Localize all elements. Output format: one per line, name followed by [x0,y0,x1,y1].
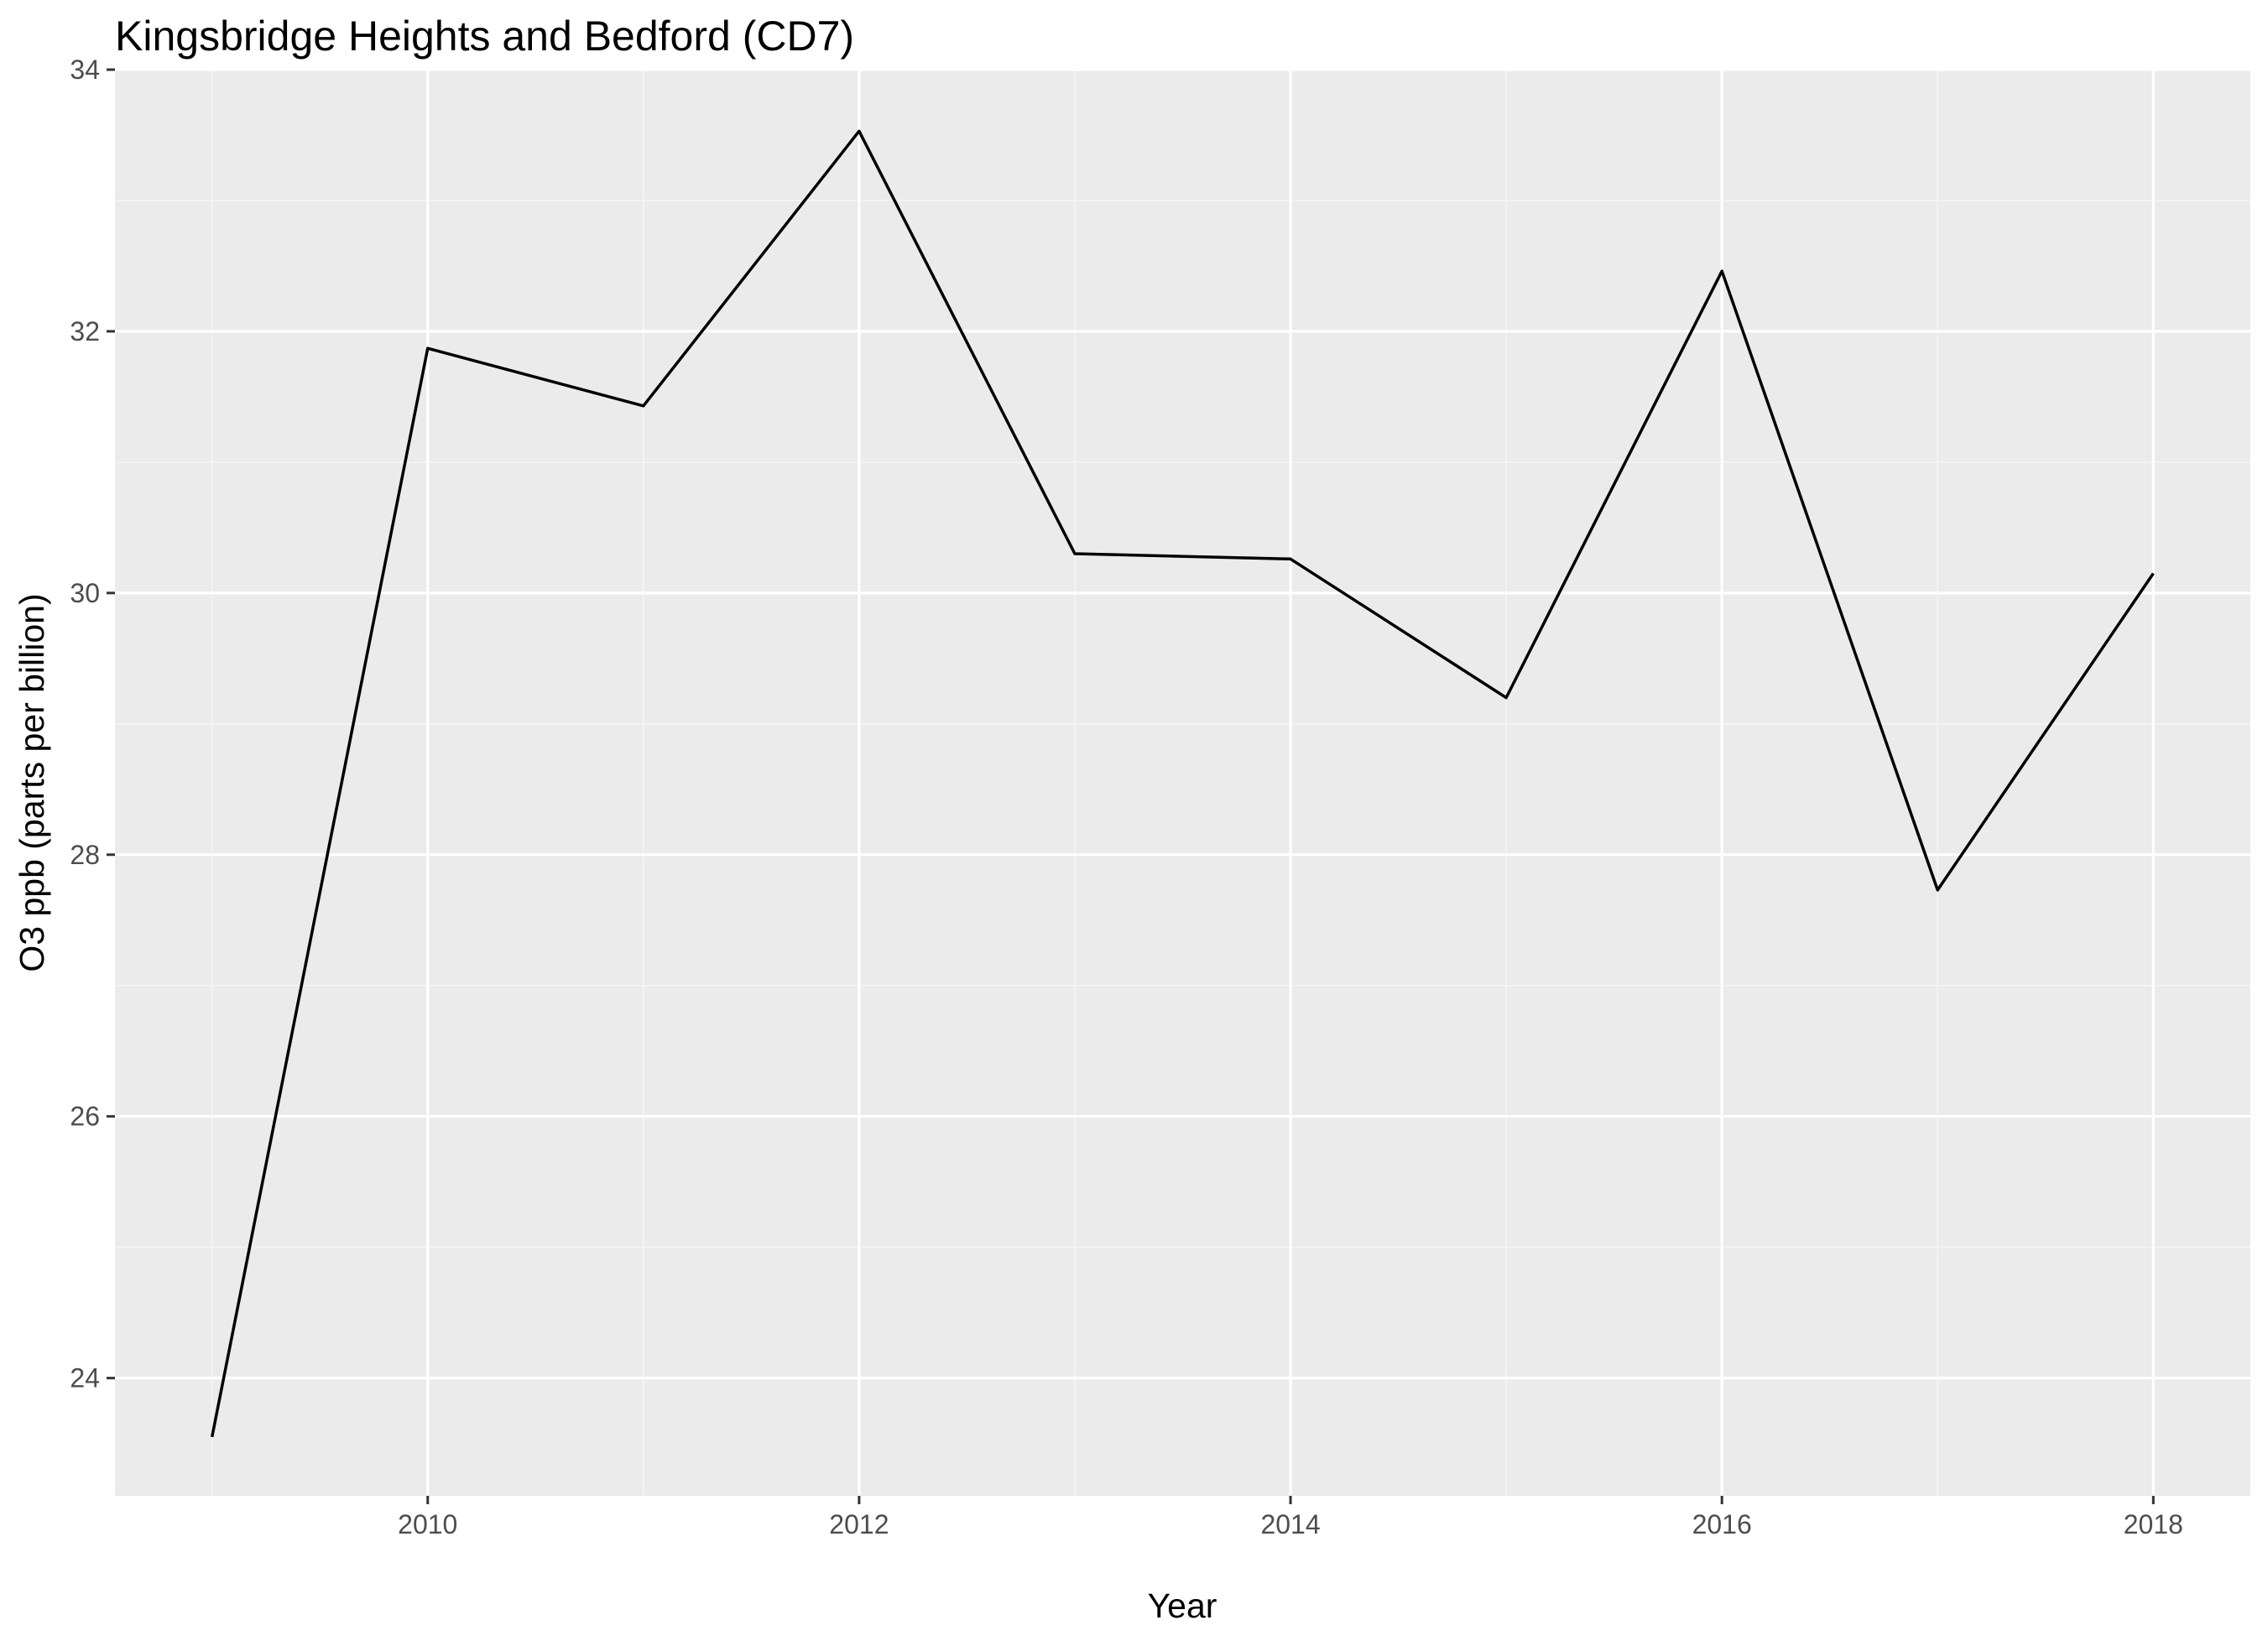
y-tick-label: 26 [70,1102,100,1132]
series-line [210,129,2155,1438]
y-tick-label: 34 [70,55,100,85]
x-tick-label: 2012 [829,1509,889,1539]
x-tick-label: 2018 [2124,1509,2183,1539]
y-tick-label: 28 [70,840,100,870]
x-axis-title: Year [1148,1586,1217,1625]
major-gridlines [115,68,2250,1496]
chart-title: Kingsbridge Heights and Bedford (CD7) [115,13,854,60]
y-tick-label: 24 [70,1363,100,1393]
minor-gridlines [115,70,2250,1496]
x-tick-label: 2010 [398,1509,457,1539]
y-axis: 24 26 28 30 32 34 [70,55,115,1393]
x-axis: 2010 2012 2014 2016 2018 [398,1496,2183,1539]
y-tick-label: 32 [70,316,100,346]
y-axis-title: O3 ppb (parts per billion) [13,593,51,971]
x-tick-label: 2014 [1260,1509,1320,1539]
x-tick-label: 2016 [1692,1509,1752,1539]
y-tick-label: 30 [70,578,100,608]
plot-panel [115,70,2250,1496]
